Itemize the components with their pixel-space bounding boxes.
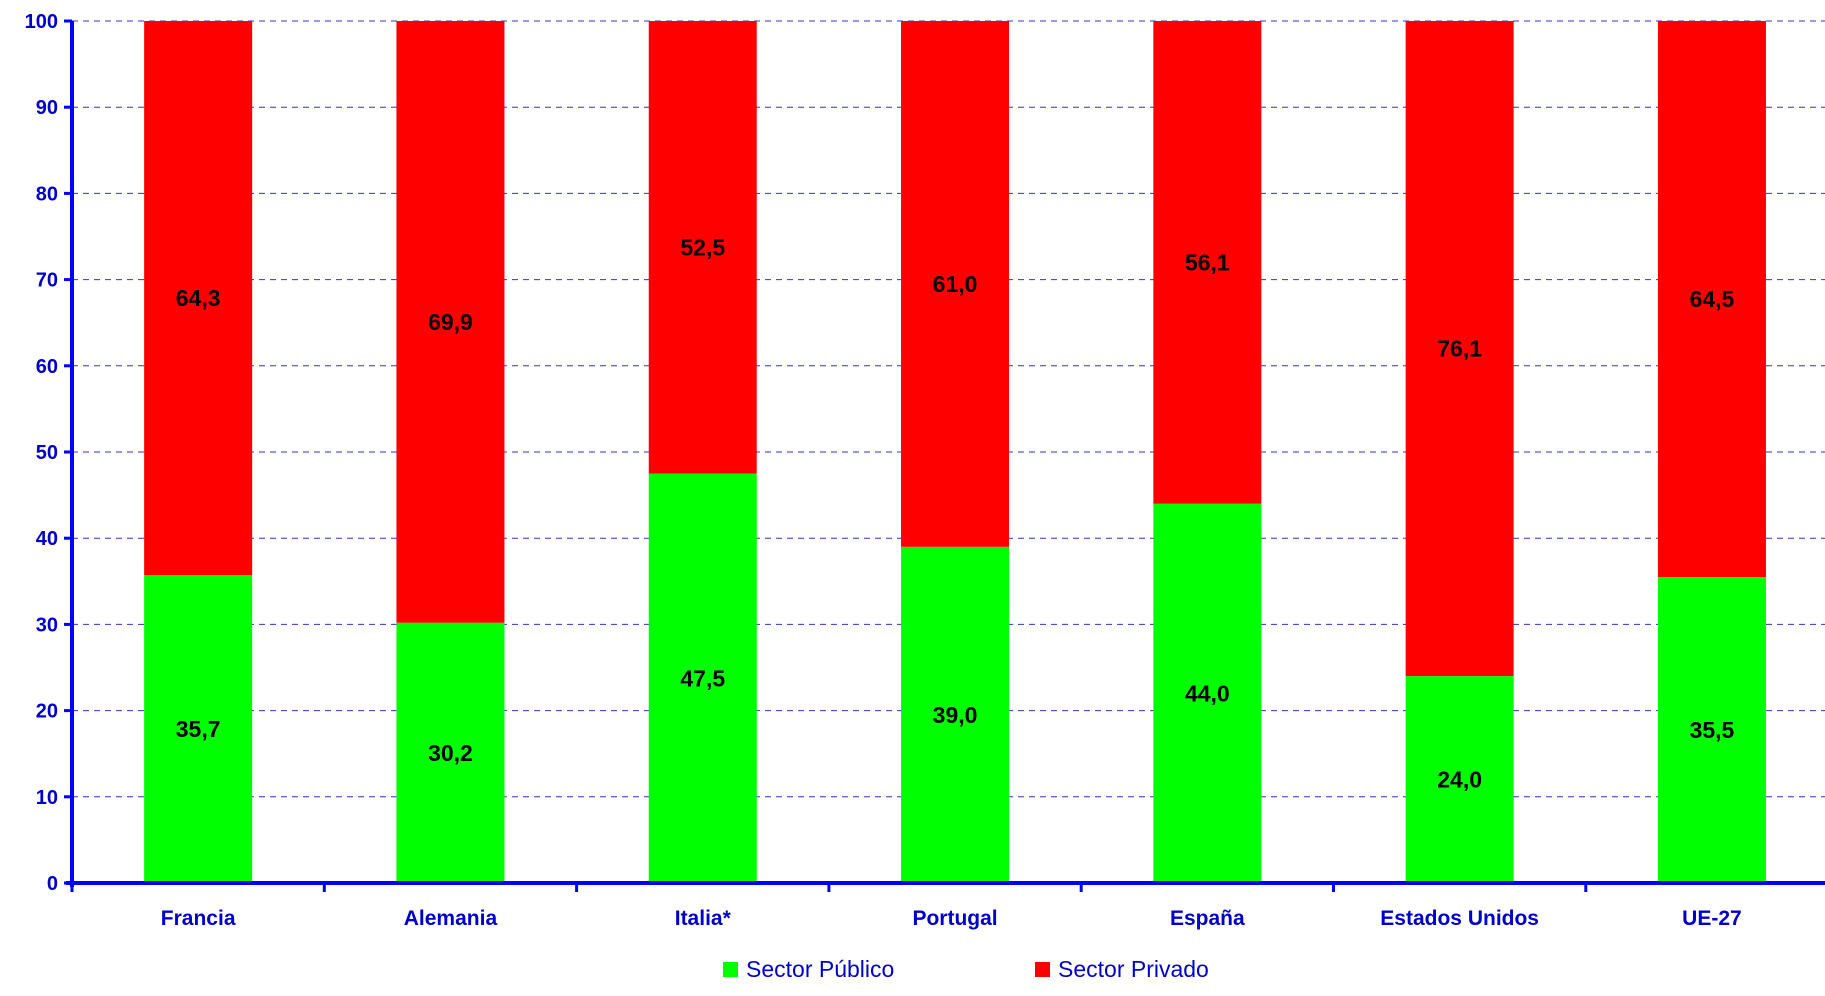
y-tick-label: 50 — [36, 442, 58, 464]
y-tick-label: 40 — [36, 528, 58, 550]
bar-sector-privado-1 — [396, 21, 505, 623]
data-label: 30,2 — [428, 740, 473, 766]
bar-sector-privado-5 — [1405, 21, 1514, 677]
axes — [64, 19, 1825, 892]
bar-sector-privado-4 — [1153, 21, 1262, 504]
x-tick-label: Francia — [161, 907, 236, 930]
x-tick-label: Portugal — [912, 907, 997, 930]
data-label: 35,7 — [176, 716, 221, 742]
x-tick-label: Alemania — [404, 907, 498, 930]
data-label: 76,1 — [1437, 336, 1482, 362]
bar-sector-publico-5 — [1405, 676, 1514, 883]
y-tick-label: 0 — [47, 873, 58, 895]
legend-swatch — [723, 962, 738, 977]
bar-sector-publico-2 — [648, 473, 757, 883]
labels: 35,7 64,3 30,2 69,9 47,5 52,5 39,0 61,0 44,0 56,1… — [25, 11, 1742, 930]
bar-sector-privado-6 — [1657, 21, 1766, 577]
data-label: 69,9 — [428, 309, 473, 335]
y-tick-label: 60 — [36, 356, 58, 378]
data-label: 52,5 — [680, 234, 725, 260]
bar-sector-publico-0 — [144, 575, 253, 883]
bar-sector-publico-3 — [901, 546, 1010, 883]
y-tick-label: 10 — [36, 787, 58, 809]
y-tick-label: 100 — [25, 11, 58, 33]
y-tick-label: 30 — [36, 614, 58, 636]
data-label: 24,0 — [1437, 767, 1482, 793]
legend: Sector Público Sector Privado — [723, 956, 1209, 982]
legend-label: Sector Público — [746, 956, 894, 982]
legend-swatch — [1035, 962, 1050, 977]
bar-sector-privado-2 — [648, 21, 757, 474]
data-label: 64,5 — [1690, 286, 1735, 312]
x-tick-label: UE-27 — [1682, 907, 1742, 930]
y-tick-label: 90 — [36, 97, 58, 119]
y-tick-label: 70 — [36, 270, 58, 292]
data-label: 44,0 — [1185, 680, 1230, 706]
bars — [144, 21, 1766, 883]
bar-sector-publico-4 — [1153, 503, 1262, 883]
y-tick-label: 20 — [36, 701, 58, 723]
x-tick-label: Estados Unidos — [1380, 907, 1539, 930]
legend-label: Sector Privado — [1058, 956, 1209, 982]
data-label: 61,0 — [933, 271, 978, 297]
bar-sector-privado-3 — [901, 21, 1010, 547]
data-label: 56,1 — [1185, 249, 1230, 275]
bar-sector-privado-0 — [144, 21, 253, 576]
y-tick-label: 80 — [36, 183, 58, 205]
data-label: 47,5 — [680, 665, 725, 691]
bar-sector-publico-1 — [396, 622, 505, 883]
x-tick-label: España — [1170, 907, 1245, 930]
x-tick-label: Italia* — [675, 907, 732, 930]
data-label: 35,5 — [1690, 717, 1735, 743]
bar-sector-publico-6 — [1657, 576, 1766, 883]
data-label: 64,3 — [176, 285, 221, 311]
data-label: 39,0 — [933, 702, 978, 728]
